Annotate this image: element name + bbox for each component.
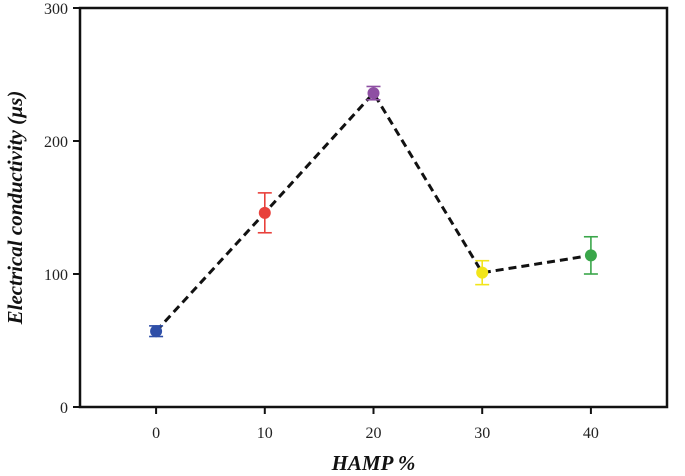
y-tick-label: 0: [60, 400, 68, 417]
plot-frame: [78, 6, 669, 409]
data-point-group: [475, 259, 490, 286]
series-line: [154, 90, 592, 333]
x-tick-label: 20: [366, 425, 382, 442]
y-tick-label: 100: [44, 267, 68, 284]
data-points: [149, 85, 598, 338]
y-tick-label: 300: [44, 1, 68, 18]
x-tick-label: 10: [257, 425, 273, 442]
x-axis-title: HAMP %: [331, 451, 416, 475]
y-tick-label: 200: [44, 134, 68, 151]
data-point: [150, 325, 163, 338]
data-point-group: [366, 85, 381, 101]
x-tick-label: 0: [152, 425, 160, 442]
x-tick-label: 40: [583, 425, 599, 442]
data-point-group: [257, 192, 272, 234]
y-axis-title: Electrical conductivity (µs): [3, 91, 27, 326]
data-point: [367, 87, 380, 100]
ticks: 0 10 20 30 40 0 100 200 300: [44, 1, 599, 442]
data-point-group: [149, 325, 164, 338]
series-line-path: [154, 90, 592, 333]
x-tick-label: 30: [474, 425, 490, 442]
data-point-group: [583, 235, 598, 275]
data-point: [584, 249, 597, 262]
data-point: [476, 266, 489, 279]
data-point: [258, 206, 271, 219]
